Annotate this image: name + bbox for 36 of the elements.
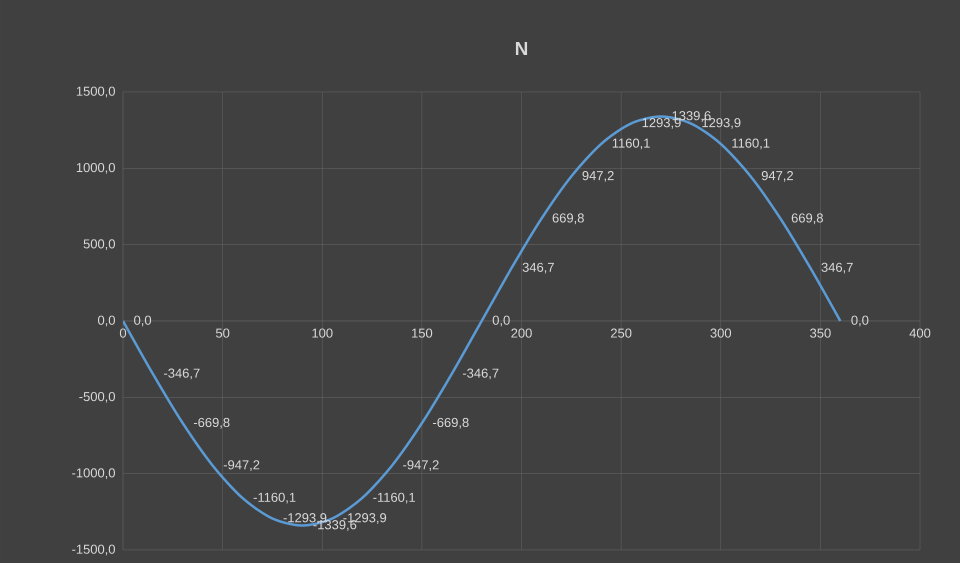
data-label: -947,2 bbox=[403, 460, 439, 471]
data-label: -947,2 bbox=[224, 460, 260, 471]
data-label: 947,2 bbox=[582, 171, 614, 182]
x-tick-label: 0 bbox=[120, 328, 126, 338]
data-label: -1160,1 bbox=[373, 492, 416, 504]
data-label: -1160,1 bbox=[254, 492, 296, 504]
data-label: -346,7 bbox=[462, 368, 498, 380]
x-tick-label: 400 bbox=[910, 328, 930, 338]
data-label: 0,0 bbox=[851, 316, 868, 326]
data-label: 669,8 bbox=[792, 213, 823, 224]
data-label: -346,7 bbox=[164, 368, 200, 380]
data-label: 1160,1 bbox=[612, 138, 650, 150]
x-tick-label: 100 bbox=[312, 328, 333, 338]
data-label: 346,7 bbox=[522, 262, 554, 274]
x-tick-label: 300 bbox=[710, 328, 732, 338]
data-label: -669,8 bbox=[194, 418, 230, 429]
y-tick-label: -500,0 bbox=[79, 392, 115, 403]
data-label: 1160,1 bbox=[732, 138, 770, 150]
x-tick-label: 350 bbox=[810, 328, 831, 338]
y-tick-label: -1500,0 bbox=[72, 544, 115, 556]
x-tick-label: 50 bbox=[216, 328, 230, 338]
x-tick-label: 200 bbox=[511, 328, 532, 338]
y-tick-label: 1500,0 bbox=[76, 86, 115, 98]
data-label: 947,2 bbox=[762, 171, 793, 182]
y-tick-label: 1000,0 bbox=[76, 162, 115, 174]
x-tick-label: 150 bbox=[412, 328, 432, 338]
y-tick-label: 500,0 bbox=[84, 239, 115, 250]
data-label: 346,7 bbox=[821, 262, 853, 274]
y-tick-label: -1000,0 bbox=[72, 468, 115, 479]
data-label: -669,8 bbox=[433, 418, 469, 429]
chart-title: N bbox=[516, 42, 528, 56]
data-label: 0,0 bbox=[134, 316, 152, 326]
y-tick-label: 0,0 bbox=[98, 316, 115, 326]
data-label: 0,0 bbox=[492, 316, 510, 326]
data-label: 669,8 bbox=[552, 213, 584, 224]
x-tick-label: 250 bbox=[610, 328, 632, 338]
